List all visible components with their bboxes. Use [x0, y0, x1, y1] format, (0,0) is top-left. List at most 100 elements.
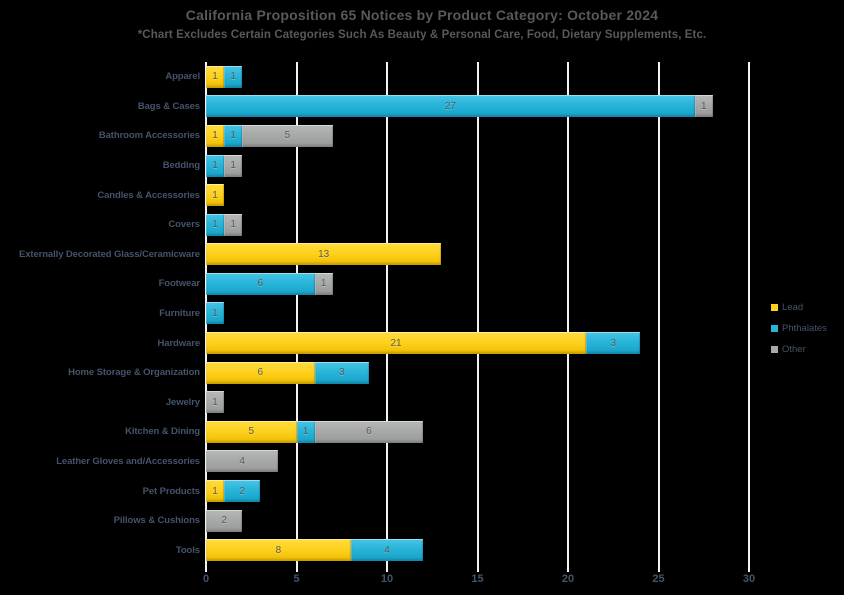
bar-row: 1 — [206, 180, 749, 210]
y-axis-labels: Apparel Bags & Cases Bathroom Accessories B… — [0, 62, 200, 565]
bar-value-label: 1 — [212, 160, 218, 172]
category-label: Externally Decorated Glass/Ceramicware — [18, 248, 200, 260]
bar-value-label: 2 — [239, 485, 245, 497]
bar-value-label: 3 — [338, 367, 345, 379]
bar-segment-lead: 1 — [206, 124, 225, 147]
bar-value-label: 6 — [257, 278, 264, 290]
legend-label: Other — [782, 344, 806, 355]
category-label: Footwear — [158, 278, 201, 290]
bar-segment-other: 1 — [224, 213, 243, 236]
bar-value-label: 1 — [700, 100, 707, 112]
x-axis-tick — [205, 565, 207, 572]
bar-value-label: 1 — [302, 426, 309, 438]
x-axis-tick-label: 5 — [293, 573, 300, 585]
bar-value-label: 13 — [318, 248, 330, 260]
bar-value-label: 1 — [230, 160, 236, 172]
category-label: Leather Gloves and/Accessories — [56, 455, 200, 467]
category-label: Bags & Cases — [137, 100, 200, 112]
x-axis-tick-label: 10 — [380, 573, 394, 585]
bar-value-label: 4 — [384, 544, 390, 556]
bar-segment-lead: 13 — [206, 243, 442, 266]
chart-subtitle: *Chart Excludes Certain Categories Such … — [137, 29, 707, 41]
bar-value-label: 1 — [230, 71, 236, 83]
bar-segment-lead: 6 — [206, 361, 315, 384]
bar-segment-phthalates: 27 — [206, 95, 695, 118]
bar-value-label: 1 — [230, 130, 236, 142]
legend-color-chip — [771, 304, 778, 311]
legend-label: Lead — [782, 302, 804, 313]
x-axis-tick-label: 20 — [561, 573, 575, 585]
legend-label: Phthalates — [782, 323, 827, 334]
bar-segment-other: 1 — [314, 272, 333, 295]
bar-value-label: 5 — [248, 426, 255, 438]
category-label: Bedding — [162, 160, 200, 172]
gridline — [386, 62, 388, 565]
bar-value-label: 1 — [212, 189, 218, 201]
bar-segment-phthalates: 6 — [206, 272, 315, 295]
x-axis-tick-label: 15 — [471, 573, 484, 585]
bar-segment-phthalates: 1 — [206, 213, 225, 236]
bar-segment-other: 1 — [694, 95, 713, 118]
category-label: Pillows & Cushions — [113, 515, 200, 527]
legend-color-chip — [771, 325, 778, 332]
gridline — [748, 62, 750, 565]
x-axis: 0 5 10 15 20 25 30 — [202, 565, 755, 593]
bar-segment-phthalates: 1 — [296, 420, 315, 443]
bar-value-label: 1 — [230, 219, 236, 231]
bar-segment-phthalates: 3 — [314, 361, 369, 384]
bar-segment-phthalates: 4 — [350, 539, 424, 562]
x-axis-tick — [567, 565, 569, 572]
legend: Lead Phthalates Other — [771, 297, 827, 360]
legend-item: Lead — [771, 297, 827, 318]
category-label: Home Storage & Organization — [68, 367, 200, 379]
bar-segment-lead: 21 — [206, 332, 587, 355]
gridline — [476, 62, 479, 565]
x-axis-tick — [386, 565, 388, 572]
bar-row: 2 — [206, 506, 749, 536]
category-label: Hardware — [157, 337, 201, 349]
bar-segment-phthalates: 2 — [224, 480, 261, 503]
bar-value-label: 8 — [275, 544, 282, 556]
category-label: Tools — [175, 544, 200, 556]
bar-segment-other: 1 — [224, 154, 243, 177]
bar-value-label: 1 — [212, 396, 218, 408]
x-axis-tick-label: 30 — [742, 573, 756, 585]
bar-segment-other: 1 — [206, 391, 225, 414]
category-label: Candles & Accessories — [97, 189, 200, 201]
x-axis-tick — [748, 565, 750, 572]
bar-value-label: 2 — [221, 515, 227, 527]
bar-value-label: 5 — [284, 130, 291, 142]
bar-value-label: 1 — [212, 485, 218, 497]
x-axis-tick-label: 25 — [652, 573, 665, 585]
bar-row: 5 1 6 — [206, 417, 749, 447]
gridline — [657, 62, 660, 565]
bar-value-label: 1 — [212, 219, 218, 231]
category-label: Bathroom Accessories — [98, 130, 200, 142]
bar-segment-phthalates: 3 — [586, 332, 641, 355]
bar-segment-other: 2 — [206, 509, 243, 532]
bar-value-label: 1 — [320, 278, 327, 290]
bar-value-label: 1 — [212, 130, 218, 142]
category-label: Jewelry — [165, 396, 200, 408]
bar-row: 1 — [206, 387, 749, 417]
bar-segment-other: 4 — [206, 450, 279, 473]
category-label: Kitchen & Dining — [125, 426, 200, 438]
bar-value-label: 1 — [212, 307, 218, 319]
bar-segment-lead: 1 — [206, 480, 225, 503]
bar-segment-phthalates: 1 — [224, 65, 243, 88]
bar-segment-phthalates: 1 — [206, 302, 225, 325]
chart-title: California Proposition 65 Notices by Pro… — [185, 7, 659, 23]
bar-value-label: 1 — [212, 71, 218, 83]
x-axis-tick-label: 0 — [202, 573, 210, 585]
category-label: Furniture — [159, 307, 200, 319]
legend-item: Phthalates — [771, 318, 827, 339]
bar-segment-lead: 5 — [206, 420, 297, 443]
bar-value-label: 3 — [610, 337, 617, 349]
